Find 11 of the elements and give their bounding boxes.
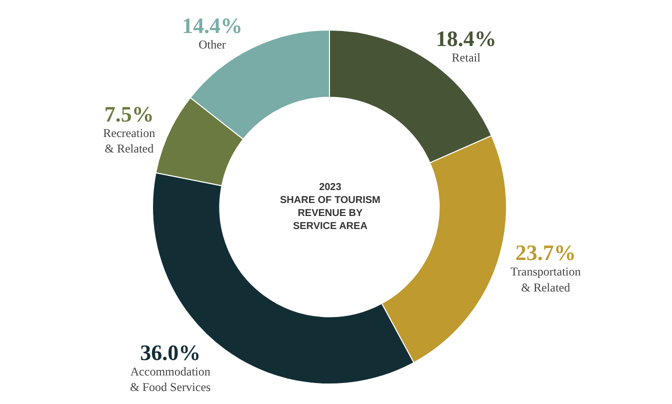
data-label: 7.5% [104,101,154,126]
slice-label: Transportation & Related [510,264,581,294]
data-label: 36.0% [140,340,201,366]
data-label: 23.7% [515,240,576,266]
slice-label: Accommodation & Food Services [130,364,212,394]
data-label: 18.4% [436,26,496,51]
text: 2023 SHARE OF TOURISM REVENUE BY SERVICE AREA [280,182,380,232]
slice-label: Recreation & Related [103,126,156,156]
slice-label: Other [198,37,226,52]
data-label: 14.4% [182,12,242,38]
slice-label: Retail [452,50,482,65]
